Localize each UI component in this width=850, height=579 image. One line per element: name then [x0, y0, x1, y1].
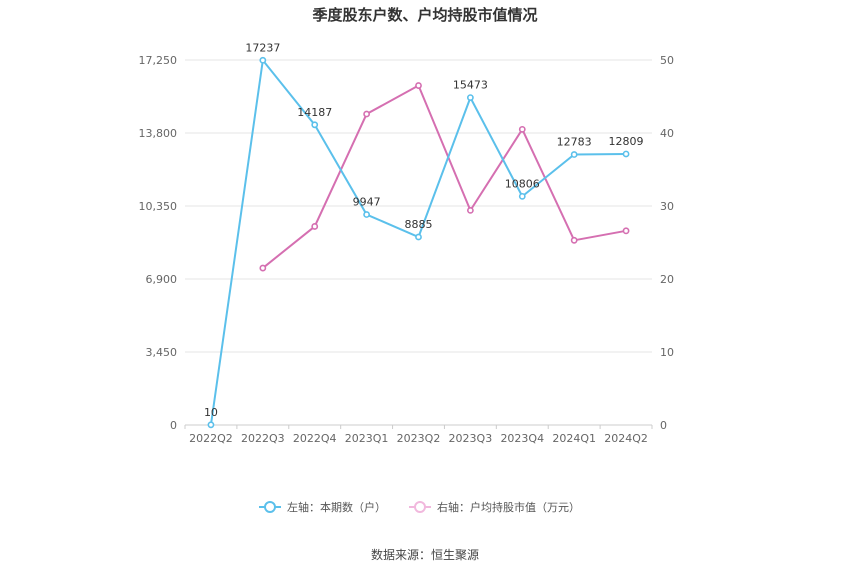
households-data-label: 10806 — [505, 177, 540, 190]
avg-value-point[interactable] — [466, 206, 474, 214]
households-point[interactable] — [518, 192, 526, 200]
households-point[interactable] — [570, 151, 578, 158]
left-axis-ticks: 0 3,450 6,900 10,350 13,800 17,250 — [139, 54, 178, 432]
legend-avg-value-label: 右轴：户均持股市值（万元） — [437, 500, 580, 514]
right-tick-label: 50 — [660, 54, 674, 67]
x-tick-label: 2022Q3 — [241, 432, 285, 445]
avg-value-point[interactable] — [311, 223, 319, 230]
households-point[interactable] — [415, 233, 422, 241]
legend-households-label: 左轴：本期数（户） — [287, 500, 386, 514]
households-data-label: 14187 — [297, 106, 332, 119]
households-data-label: 8885 — [405, 218, 433, 231]
series-households: 10 17237 14187 9947 8885 15473 10806 12783 12809 — [204, 41, 644, 429]
legend-avg-value-marker — [414, 501, 426, 513]
households-point[interactable] — [259, 56, 267, 64]
legend-item-avg-value[interactable]: 右轴：户均持股市值（万元） — [409, 500, 580, 514]
legend: 左轴：本期数（户） 右轴：户均持股市值（万元） — [259, 500, 580, 514]
series-avg-value — [259, 82, 630, 272]
x-tick-label: 2024Q1 — [552, 432, 596, 445]
households-point[interactable] — [622, 150, 630, 158]
right-tick-label: 0 — [660, 419, 667, 432]
right-tick-label: 10 — [660, 346, 674, 359]
avg-value-point[interactable] — [570, 236, 578, 244]
avg-value-point[interactable] — [518, 125, 526, 133]
households-data-label: 15473 — [453, 79, 488, 92]
households-point[interactable] — [207, 421, 215, 429]
avg-value-line — [262, 84, 627, 269]
right-axis-ticks: 0 10 20 30 40 50 — [660, 54, 674, 432]
x-tick-label: 2023Q4 — [500, 432, 544, 445]
households-data-label: 12783 — [557, 136, 592, 149]
x-tick-label: 2023Q2 — [397, 432, 441, 445]
right-tick-label: 20 — [660, 273, 674, 286]
x-axis-ticks: 2022Q2 2022Q3 2022Q4 2023Q1 2023Q2 2023Q3 2023… — [184, 425, 653, 445]
x-tick-label: 2022Q2 — [189, 432, 233, 445]
avg-value-point[interactable] — [415, 82, 422, 89]
avg-value-point[interactable] — [622, 227, 630, 235]
avg-value-point[interactable] — [363, 110, 371, 118]
households-point[interactable] — [466, 94, 474, 102]
x-tick-label: 2024Q2 — [604, 432, 648, 445]
x-tick-label: 2022Q4 — [293, 432, 337, 445]
left-tick-label: 13,800 — [139, 127, 178, 140]
chart-title: 季度股东户数、户均持股市值情况 — [312, 6, 537, 24]
left-tick-label: 17,250 — [139, 54, 178, 67]
right-tick-label: 30 — [660, 200, 674, 213]
households-data-label: 9947 — [353, 196, 381, 209]
households-data-label: 12809 — [609, 135, 644, 148]
households-point[interactable] — [363, 211, 371, 218]
left-tick-label: 0 — [170, 419, 177, 432]
left-tick-label: 6,900 — [146, 273, 178, 286]
legend-item-households[interactable]: 左轴：本期数（户） — [259, 500, 386, 514]
legend-households-marker — [264, 501, 276, 513]
households-line — [209, 57, 627, 425]
x-tick-label: 2023Q3 — [449, 432, 493, 445]
right-tick-label: 40 — [660, 127, 674, 140]
left-tick-label: 3,450 — [146, 346, 178, 359]
households-data-label: 10 — [204, 406, 218, 419]
avg-value-point[interactable] — [259, 264, 267, 272]
households-data-label: 17237 — [245, 41, 280, 54]
series-layer: 10 17237 14187 9947 8885 15473 10806 12783 12809 — [204, 41, 644, 429]
left-tick-label: 10,350 — [139, 200, 178, 213]
data-source: 数据来源：恒生聚源 — [371, 547, 479, 562]
households-point[interactable] — [311, 121, 319, 129]
x-tick-label: 2023Q1 — [345, 432, 389, 445]
